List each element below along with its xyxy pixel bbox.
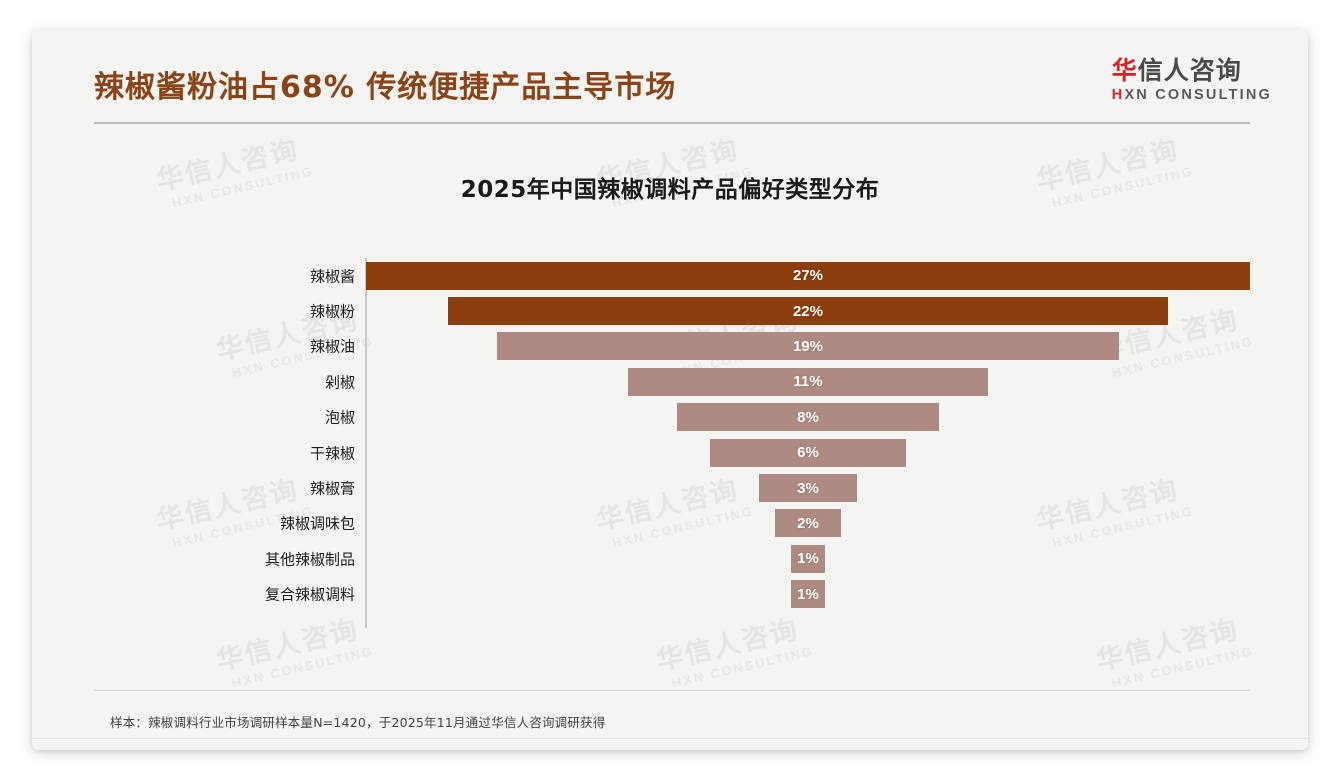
- bar-track: 27%: [366, 258, 1250, 293]
- logo-chinese-text: 华信人咨询: [1111, 56, 1272, 85]
- logo-en-rest: XN CONSULTING: [1124, 87, 1272, 104]
- page-title: 辣椒酱粉油占68% 传统便捷产品主导市场: [94, 70, 677, 105]
- bar[interactable]: 27%: [366, 261, 1250, 290]
- watermark-english: HXN CONSULTING: [670, 644, 816, 691]
- logo-cn-rest: 信人咨询: [1137, 56, 1242, 85]
- bar-track: 11%: [366, 364, 1250, 399]
- chart-title: 2025年中国辣椒调料产品偏好类型分布: [460, 177, 880, 203]
- bar-category-label: 复合辣椒调料: [264, 585, 355, 604]
- bar-row: 辣椒酱 27%: [94, 258, 1250, 293]
- chart-plot-area: 辣椒酱 27% 辣椒粉 22% 辣椒油 19% 剁椒 11% 泡椒 8% 干辣椒 6% 辣椒膏 3% 辣椒调…: [94, 258, 1250, 638]
- bar[interactable]: 3%: [758, 474, 858, 503]
- bar-category-label: 辣椒膏: [309, 479, 355, 498]
- bar-track: 1%: [366, 541, 1250, 576]
- bar-track: 1%: [366, 577, 1250, 612]
- bar-row: 辣椒油 19%: [94, 329, 1250, 364]
- bar-value-label: 22%: [792, 302, 823, 320]
- bar-value-label: 19%: [792, 337, 823, 355]
- slide-canvas: 华信人咨询 HXN CONSULTING 华信人咨询 HXN CONSULTING 华信…: [32, 30, 1308, 750]
- watermark-english: HXN CONSULTING: [230, 644, 376, 691]
- bar-value-label: 1%: [797, 550, 819, 568]
- bar[interactable]: 19%: [496, 332, 1120, 361]
- bar-category-label: 辣椒调味包: [279, 514, 355, 533]
- bar-row: 干辣椒 6%: [94, 435, 1250, 470]
- bar-value-label: 27%: [792, 267, 824, 285]
- logo-cn-accent-char: 华: [1111, 56, 1138, 85]
- sample-footnote: 样本：辣椒调料行业市场调研样本量N=1420，于2025年11月通过华信人咨询调…: [110, 715, 606, 730]
- bar-category-label: 辣椒粉: [309, 302, 355, 321]
- slide-header: 辣椒酱粉油占68% 传统便捷产品主导市场 华信人咨询 HXN CONSULTIN…: [32, 30, 1308, 122]
- bar[interactable]: 8%: [677, 403, 939, 432]
- bar-value-label: 8%: [797, 408, 819, 426]
- slide-footer: ©2026.1 HXR华信人咨询 www.hxrcon.com: [32, 738, 1308, 750]
- bar-rows: 辣椒酱 27% 辣椒粉 22% 辣椒油 19% 剁椒 11% 泡椒 8% 干辣椒 6% 辣椒膏 3% 辣椒调…: [94, 258, 1250, 612]
- bar-value-label: 11%: [793, 373, 823, 391]
- bar-row: 泡椒 8%: [94, 400, 1250, 435]
- logo-english-text: HXN CONSULTING: [1112, 87, 1272, 103]
- bar-value-label: 3%: [797, 479, 819, 497]
- bar[interactable]: 22%: [447, 297, 1169, 326]
- category-axis-line: [365, 258, 367, 628]
- bar-category-label: 剁椒: [324, 373, 355, 392]
- bar-track: 2%: [366, 506, 1250, 541]
- company-logo: 华信人咨询 HXN CONSULTING: [1111, 56, 1272, 103]
- bar-row: 其他辣椒制品 1%: [94, 541, 1250, 576]
- bar-category-label: 辣椒油: [309, 337, 355, 356]
- bar[interactable]: 11%: [627, 367, 989, 396]
- bar[interactable]: 1%: [791, 544, 825, 573]
- bar-track: 8%: [366, 400, 1250, 435]
- bar[interactable]: 2%: [775, 509, 841, 538]
- bar[interactable]: 1%: [791, 580, 825, 609]
- bar-row: 剁椒 11%: [94, 364, 1250, 399]
- bar-value-label: 2%: [797, 514, 819, 532]
- watermark-english: HXN CONSULTING: [1110, 644, 1256, 691]
- header-divider: [94, 122, 1250, 124]
- bar-row: 辣椒粉 22%: [94, 293, 1250, 328]
- bar-row: 辣椒膏 3%: [94, 470, 1250, 505]
- footer-divider: [32, 738, 1308, 739]
- bar-track: 6%: [366, 435, 1250, 470]
- bar[interactable]: 6%: [709, 438, 907, 467]
- bar-category-label: 泡椒: [324, 408, 355, 427]
- logo-en-accent-char: H: [1111, 87, 1125, 104]
- bar-row: 复合辣椒调料 1%: [94, 577, 1250, 612]
- bar-track: 22%: [366, 293, 1250, 328]
- bar-category-label: 辣椒酱: [309, 267, 355, 286]
- bar-track: 3%: [366, 470, 1250, 505]
- bar-category-label: 干辣椒: [309, 444, 355, 463]
- bar-value-label: 6%: [797, 444, 819, 462]
- footnote-divider: [94, 690, 1250, 691]
- bar-track: 19%: [366, 329, 1250, 364]
- bar-category-label: 其他辣椒制品: [264, 550, 355, 569]
- bar-value-label: 1%: [797, 585, 819, 603]
- bar-row: 辣椒调味包 2%: [94, 506, 1250, 541]
